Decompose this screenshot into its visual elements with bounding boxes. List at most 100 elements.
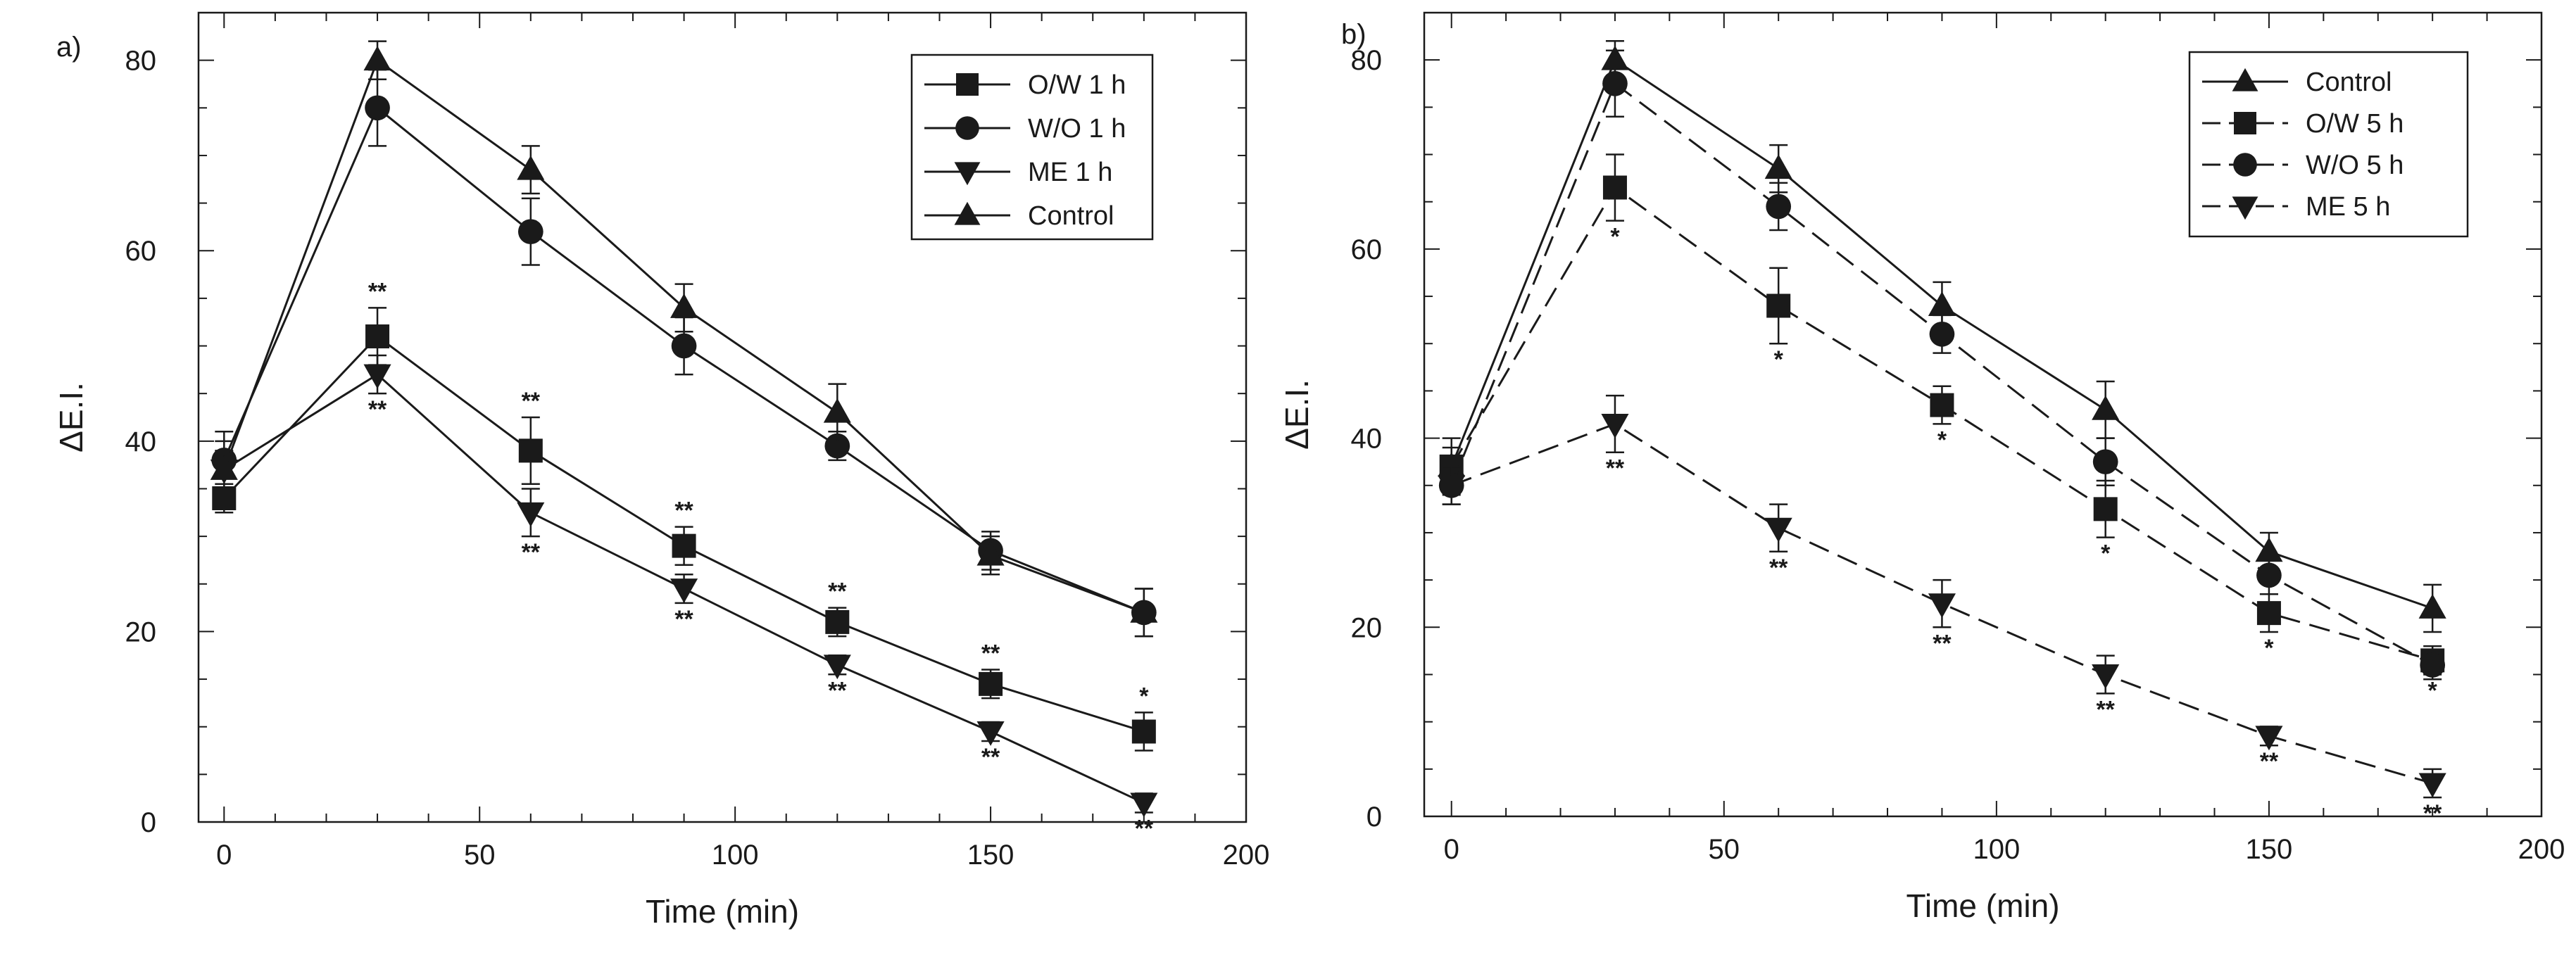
data-point [976, 540, 1005, 566]
series-me-1-h: ** ** ** ** ** ** [210, 354, 1158, 842]
x-tick-label: 200 [1223, 840, 1270, 871]
legend-marker [954, 201, 981, 225]
significance-label: ** [828, 677, 847, 704]
legend: O/W 1 h W/O 1 h ME 1 h Control [910, 53, 1154, 241]
significance-label: * [1139, 683, 1149, 709]
significance-label: ** [674, 606, 693, 633]
significance-label: ** [1769, 555, 1788, 581]
x-tick-label: 200 [2518, 834, 2565, 865]
x-axis-title: Time (min) [646, 893, 799, 930]
significance-label: ** [2260, 748, 2279, 775]
significance-label: * [2264, 635, 2274, 662]
significance-label: * [1774, 346, 1784, 373]
data-point [2418, 773, 2446, 798]
panel-label: b) [1341, 19, 1366, 50]
y-tick-label: 60 [1351, 234, 1383, 265]
legend-marker [2234, 112, 2256, 134]
legend-label: ME 5 h [2306, 192, 2390, 222]
significance-label: ** [2096, 696, 2115, 723]
x-tick-label: 0 [216, 840, 232, 871]
legend-label: ME 1 h [1028, 158, 1112, 187]
data-point [517, 502, 545, 527]
y-tick-label: 20 [1351, 612, 1383, 643]
data-point [210, 455, 238, 480]
legend-label: O/W 1 h [1028, 70, 1126, 100]
significance-label: ** [981, 744, 1000, 771]
y-axis-title: ΔE.I. [1278, 379, 1315, 450]
data-point [2256, 562, 2282, 588]
data-point [976, 721, 1005, 746]
data-point [825, 609, 850, 634]
data-point [517, 219, 544, 245]
data-point [1764, 517, 1792, 543]
series-o-w-1-h: *********** [212, 278, 1156, 752]
data-point [2093, 497, 2118, 521]
data-point [365, 324, 390, 348]
x-tick-label: 100 [712, 840, 759, 871]
significance-label: ** [981, 640, 1000, 667]
legend-marker [2233, 153, 2257, 177]
data-point [670, 293, 698, 318]
significance-label: ** [1933, 630, 1952, 657]
data-point [2255, 726, 2283, 751]
data-point [2418, 594, 2446, 619]
data-point [2420, 652, 2446, 678]
data-point [1930, 393, 1954, 417]
significance-label: ** [2423, 800, 2442, 827]
significance-label: ** [674, 498, 693, 524]
significance-label: * [2428, 677, 2438, 704]
series-control [210, 40, 1158, 638]
data-point [1601, 413, 1629, 438]
significance-label: ** [368, 396, 387, 423]
legend-label: Control [2306, 68, 2392, 97]
legend-marker [955, 116, 979, 140]
significance-label: ** [522, 539, 541, 566]
data-point [2092, 449, 2118, 475]
data-point [1131, 719, 1156, 744]
data-point [363, 46, 391, 71]
legend-box [910, 53, 1154, 241]
data-point [518, 438, 543, 463]
data-point [1764, 154, 1792, 179]
y-tick-label: 40 [1351, 424, 1383, 455]
data-point [672, 533, 696, 558]
legend-label: W/O 5 h [2306, 151, 2404, 180]
data-point [2256, 601, 2281, 626]
data-point [1766, 194, 1792, 220]
data-point [823, 398, 851, 423]
data-point [517, 155, 545, 180]
data-point [1928, 593, 1956, 619]
data-point [1928, 291, 1956, 316]
data-point [363, 364, 391, 389]
x-tick-label: 0 [1444, 834, 1459, 865]
data-point [670, 578, 698, 603]
y-tick-label: 20 [125, 616, 157, 647]
legend-marker [2232, 68, 2258, 91]
x-tick-label: 50 [464, 840, 496, 871]
x-tick-label: 50 [1709, 834, 1740, 865]
significance-label: * [2101, 540, 2111, 567]
significance-label: ** [828, 578, 847, 605]
data-point [1602, 70, 1628, 96]
data-point [1130, 792, 1158, 818]
data-point [1929, 321, 1955, 347]
plot-frame [1423, 11, 2543, 818]
data-point [1766, 293, 1791, 318]
legend-label: O/W 5 h [2306, 109, 2404, 139]
data-point [979, 671, 1003, 696]
y-tick-label: 80 [125, 46, 157, 77]
x-tick-label: 100 [1973, 834, 2020, 865]
data-point [1130, 597, 1158, 623]
legend-marker [956, 73, 979, 96]
y-tick-label: 60 [125, 236, 157, 267]
legend-label: Control [1028, 201, 1114, 231]
panel-label: a) [56, 32, 82, 63]
y-tick-label: 0 [1366, 802, 1382, 833]
significance-label: ** [368, 278, 387, 305]
y-tick-label: 40 [125, 426, 157, 457]
significance-label: * [1937, 426, 1947, 453]
y-tick-label: 80 [1351, 45, 1383, 76]
